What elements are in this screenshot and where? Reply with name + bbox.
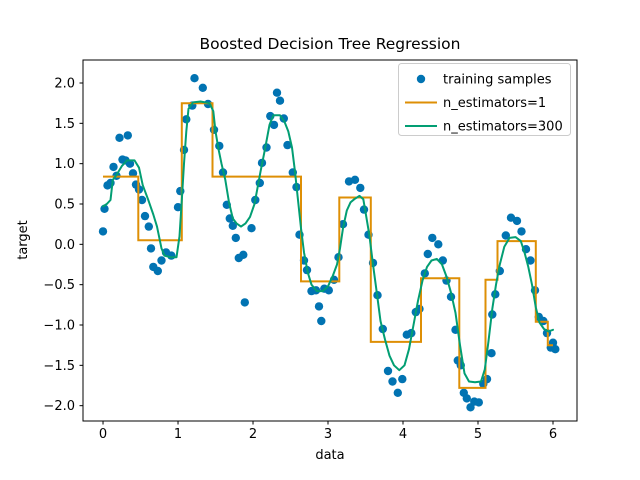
- x-tick-label: 0: [99, 427, 107, 442]
- scatter-point: [423, 249, 432, 259]
- scatter-point: [198, 83, 207, 93]
- legend-scatter-marker-icon: [416, 74, 426, 84]
- scatter-point: [383, 366, 393, 376]
- curve-n-estimators-300: [102, 100, 554, 384]
- legend-entry-training-samples: training samples: [416, 73, 552, 88]
- scatter-point: [269, 120, 279, 130]
- scatter-point: [428, 233, 437, 243]
- x-axis-label: data: [315, 448, 344, 463]
- x-tick-label: 3: [324, 427, 332, 442]
- scatter-point: [173, 203, 183, 212]
- y-axis-label: target: [16, 220, 31, 260]
- x-tick-label: 6: [549, 427, 557, 442]
- scatter-point: [317, 316, 326, 326]
- axes-spines: [82, 59, 578, 422]
- x-tick-label: 2: [249, 427, 257, 442]
- chart-title: Boosted Decision Tree Regression: [200, 35, 461, 53]
- scatter-point: [109, 162, 118, 172]
- scatter-point: [388, 377, 397, 386]
- legend-frame: [398, 63, 571, 136]
- scatter-point: [517, 227, 526, 236]
- legend: training samples n_estimators=1 n_estima…: [398, 63, 571, 136]
- step-line-n-estimators-1: [103, 102, 553, 389]
- scatter-point: [144, 222, 153, 231]
- scatter-point: [190, 74, 199, 83]
- scatter-point: [474, 398, 483, 407]
- y-tick-label: 0.5: [54, 197, 75, 212]
- scatter-point: [125, 159, 135, 168]
- scatter-point: [128, 169, 138, 178]
- scatter-point: [157, 256, 166, 265]
- y-tick-label: −0.5: [43, 278, 75, 293]
- y-tick-label: −2.0: [43, 399, 75, 414]
- scatter-point: [434, 240, 443, 249]
- legend-label-training-samples: training samples: [443, 73, 552, 88]
- scatter-point: [137, 195, 147, 205]
- legend-label-n-estimators-1: n_estimators=1: [443, 96, 546, 111]
- x-tick-label: 5: [474, 427, 482, 442]
- scatter-point: [398, 374, 407, 384]
- scatter-point: [98, 227, 108, 236]
- y-tick-label: 0.0: [54, 238, 75, 253]
- scatter-point: [153, 266, 162, 276]
- scatter-point: [462, 394, 471, 403]
- scatter-point: [228, 221, 237, 230]
- scatter-point: [526, 256, 535, 265]
- scatter-point: [356, 183, 365, 193]
- x-tick-label: 1: [174, 427, 182, 442]
- legend-entry-n-estimators-300: n_estimators=300: [405, 120, 563, 135]
- scatter-point: [231, 233, 240, 243]
- scatter-point: [239, 250, 248, 259]
- scatter-point: [487, 349, 496, 358]
- scatter-point: [350, 175, 360, 184]
- y-tick-label: 2.0: [54, 76, 75, 91]
- legend-entry-n-estimators-1: n_estimators=1: [405, 96, 546, 111]
- scatter-point: [140, 211, 150, 221]
- scatter-point: [272, 88, 282, 97]
- x-tick-label: 4: [399, 427, 407, 442]
- y-tick-label: −1.5: [43, 359, 75, 374]
- scatter-point: [247, 224, 256, 233]
- scatter-point: [115, 133, 124, 142]
- y-tick-label: −1.0: [43, 319, 75, 334]
- y-tick-label: 1.0: [54, 157, 75, 172]
- scatter-point: [512, 216, 522, 226]
- scatter-point: [501, 231, 510, 240]
- scatter-point: [240, 298, 249, 307]
- scatter-point: [275, 96, 285, 105]
- scatter-point: [314, 302, 324, 311]
- plot-area: 0 1 2 3 4 5 6 2.0 1.5 1.0 0.5 0.0 −0.5 −1.0 −1.5 −2.0: [43, 59, 578, 442]
- y-tick-label: 1.5: [54, 117, 75, 132]
- scatter-point: [123, 131, 132, 140]
- scatter-point: [551, 345, 560, 354]
- legend-label-n-estimators-300: n_estimators=300: [443, 120, 563, 135]
- scatter-point: [482, 374, 492, 384]
- scatter-point: [393, 388, 402, 397]
- scatter-point: [283, 140, 292, 150]
- scatter-point: [146, 244, 156, 253]
